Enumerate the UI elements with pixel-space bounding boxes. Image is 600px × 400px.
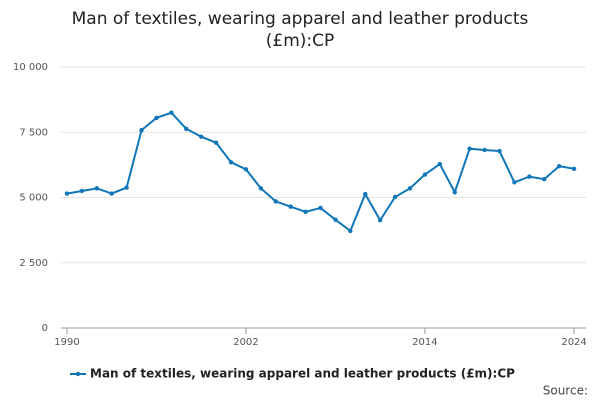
x-tick-label: 2014 bbox=[412, 337, 437, 348]
data-point bbox=[243, 167, 249, 172]
data-point bbox=[154, 115, 159, 121]
data-point bbox=[213, 140, 219, 145]
data-point bbox=[437, 161, 443, 167]
data-point bbox=[184, 126, 189, 132]
data-point bbox=[64, 191, 70, 196]
chart-title: Man of textiles, wearing apparel and lea… bbox=[71, 9, 529, 51]
data-point bbox=[303, 209, 308, 215]
data-point bbox=[527, 174, 532, 179]
y-tick-label: 0 bbox=[42, 323, 48, 334]
data-point bbox=[422, 172, 428, 177]
data-point bbox=[452, 190, 457, 195]
data-point bbox=[288, 204, 293, 209]
x-tick-label: 1990 bbox=[54, 337, 79, 348]
data-point bbox=[139, 127, 144, 133]
data-point bbox=[198, 134, 204, 139]
data-point bbox=[228, 160, 234, 165]
data-point bbox=[377, 218, 383, 223]
y-tick-label: 10 000 bbox=[13, 62, 48, 73]
data-point bbox=[542, 177, 547, 182]
y-tick-label: 7 500 bbox=[19, 127, 48, 138]
data-point bbox=[363, 191, 368, 197]
data-point bbox=[94, 186, 99, 191]
y-tick-label: 2 500 bbox=[19, 258, 48, 269]
legend-label: Man of textiles, wearing apparel and lea… bbox=[90, 367, 515, 381]
data-point bbox=[258, 186, 264, 191]
data-point bbox=[392, 194, 398, 200]
data-point bbox=[79, 188, 85, 194]
legend-swatch-dot bbox=[75, 371, 81, 377]
data-point bbox=[318, 205, 323, 211]
data-point bbox=[407, 186, 413, 191]
data-point bbox=[169, 110, 174, 115]
data-point bbox=[512, 180, 517, 185]
data-point bbox=[482, 147, 487, 153]
y-tick-label: 5 000 bbox=[19, 193, 48, 204]
data-point bbox=[124, 185, 129, 190]
data-point bbox=[333, 217, 338, 222]
data-point bbox=[273, 199, 278, 204]
data-point bbox=[497, 148, 502, 154]
data-point bbox=[571, 166, 577, 171]
data-point bbox=[348, 228, 353, 234]
data-point bbox=[109, 191, 114, 196]
source-label: Source: bbox=[543, 384, 588, 398]
x-tick-label: 2024 bbox=[561, 337, 586, 348]
data-point bbox=[556, 163, 562, 169]
x-tick-label: 2002 bbox=[233, 337, 258, 348]
data-point bbox=[467, 146, 472, 151]
